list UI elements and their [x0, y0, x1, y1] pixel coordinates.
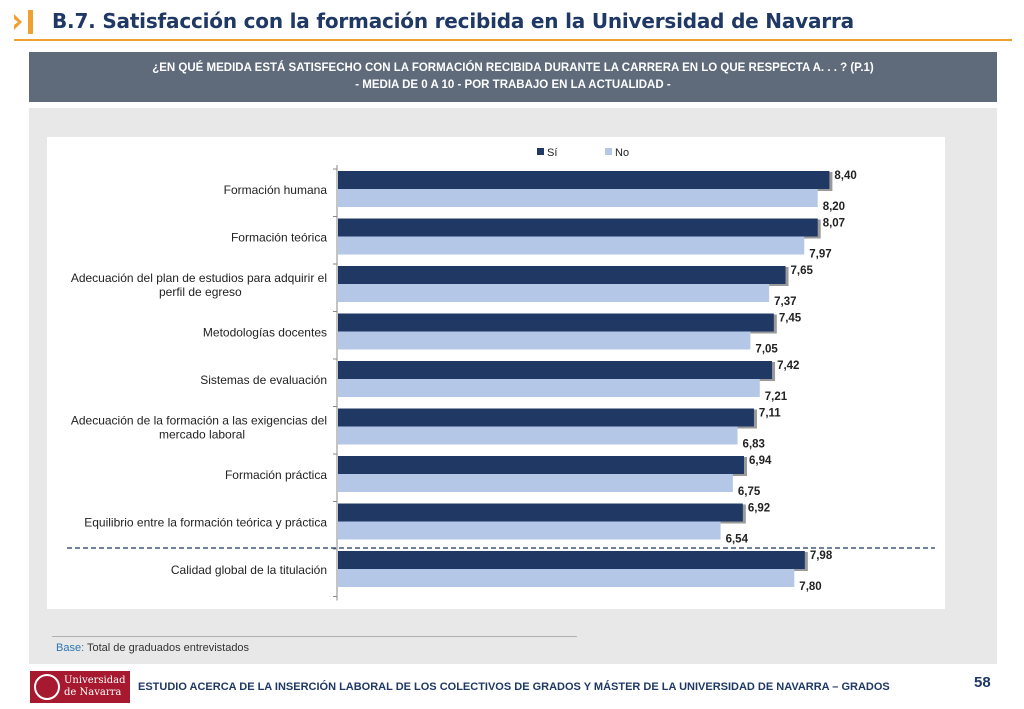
legend-label-0: Sí: [547, 147, 557, 159]
chevron-right-icon: [14, 10, 33, 34]
bar-si: [338, 171, 830, 189]
page-number: 58: [974, 674, 991, 691]
question-line-2: - MEDIA DE 0 A 10 - POR TRABAJO EN LA AC…: [355, 79, 671, 91]
base-value: Total de graduados entrevistados: [87, 642, 250, 654]
satisfaction-bar-chart: Sí No Formación humana 8,40 8,20 Formación te…: [67, 147, 935, 601]
data-label-no: 6,83: [743, 439, 765, 451]
bar-no: [338, 189, 818, 207]
category-label: Sistemas de evaluación: [200, 373, 327, 387]
bar-si: [338, 313, 774, 332]
bar-si: [338, 408, 754, 427]
bar-no: [338, 236, 805, 255]
bar-no: [338, 284, 770, 302]
base-label: Base:: [56, 642, 85, 654]
bar-no: [338, 331, 751, 350]
bar-no: [338, 426, 738, 445]
bar-no: [338, 569, 795, 587]
bar-si: [338, 218, 818, 237]
logo-line-1: Universidad: [64, 675, 126, 686]
page-title: B.7. Satisfacción con la formación recib…: [52, 9, 854, 33]
data-label-si: 7,11: [759, 408, 781, 420]
data-label-si: 8,07: [823, 218, 845, 230]
university-logo: Universidad de Navarra: [30, 671, 130, 703]
data-label-si: 7,65: [791, 265, 814, 277]
data-label-si: 7,98: [810, 550, 833, 562]
data-label-no: 6,75: [738, 486, 761, 498]
legend-label-1: No: [615, 147, 629, 159]
category-label: Metodologías docentes: [203, 325, 327, 339]
category-label: Equilibrio entre la formación teórica y …: [84, 515, 327, 529]
bar-si: [338, 266, 786, 284]
data-label-no: 7,37: [774, 296, 796, 308]
bar-si: [338, 456, 744, 474]
category-label: Formación teórica: [231, 230, 327, 244]
data-label-si: 7,42: [777, 360, 799, 372]
category-label: Formación práctica: [225, 468, 327, 482]
university-seal-icon: [34, 674, 60, 700]
data-label-no: 7,80: [799, 581, 821, 593]
data-label-no: 6,54: [726, 534, 749, 546]
base-note: Base: Total de graduados entrevistados: [56, 642, 249, 654]
question-header: ¿EN QUÉ MEDIDA ESTÁ SATISFECHO CON LA FO…: [29, 52, 997, 102]
chart-area: Sí No Formación humana 8,40 8,20 Formación te…: [47, 137, 945, 609]
logo-text: Universidad de Navarra: [64, 675, 126, 699]
bar-si: [338, 361, 773, 379]
base-divider: [52, 636, 577, 637]
category-label: mercado laboral: [159, 427, 245, 441]
bar-no: [338, 379, 760, 397]
data-label-si: 6,92: [748, 503, 770, 515]
data-label-si: 8,40: [834, 170, 856, 182]
bar-si: [338, 503, 743, 522]
footer-study-title: ESTUDIO ACERCA DE LA INSERCIÓN LABORAL D…: [138, 681, 890, 693]
logo-line-2: de Navarra: [64, 687, 122, 698]
bar-si: [338, 551, 805, 569]
data-label-no: 7,97: [809, 249, 831, 261]
legend-swatch-0: [537, 148, 544, 155]
category-label: Adecuación de la formación a las exigenc…: [71, 413, 327, 427]
title-bar: B.7. Satisfacción con la formación recib…: [0, 0, 1024, 42]
data-label-no: 7,21: [765, 391, 788, 403]
data-label-si: 7,45: [779, 313, 802, 325]
data-label-si: 6,94: [749, 455, 772, 467]
legend-swatch-1: [605, 148, 612, 155]
bar-no: [338, 521, 721, 540]
category-label: Formación humana: [224, 183, 328, 197]
category-label: perfil de egreso: [159, 285, 242, 299]
question-line-1: ¿EN QUÉ MEDIDA ESTÁ SATISFECHO CON LA FO…: [152, 62, 874, 74]
data-label-no: 8,20: [823, 201, 845, 213]
bar-no: [338, 474, 733, 492]
title-underline: [14, 39, 1012, 41]
category-label: Adecuación del plan de estudios para adq…: [71, 271, 327, 285]
category-label: Calidad global de la titulación: [171, 563, 327, 577]
data-label-no: 7,05: [755, 344, 778, 356]
